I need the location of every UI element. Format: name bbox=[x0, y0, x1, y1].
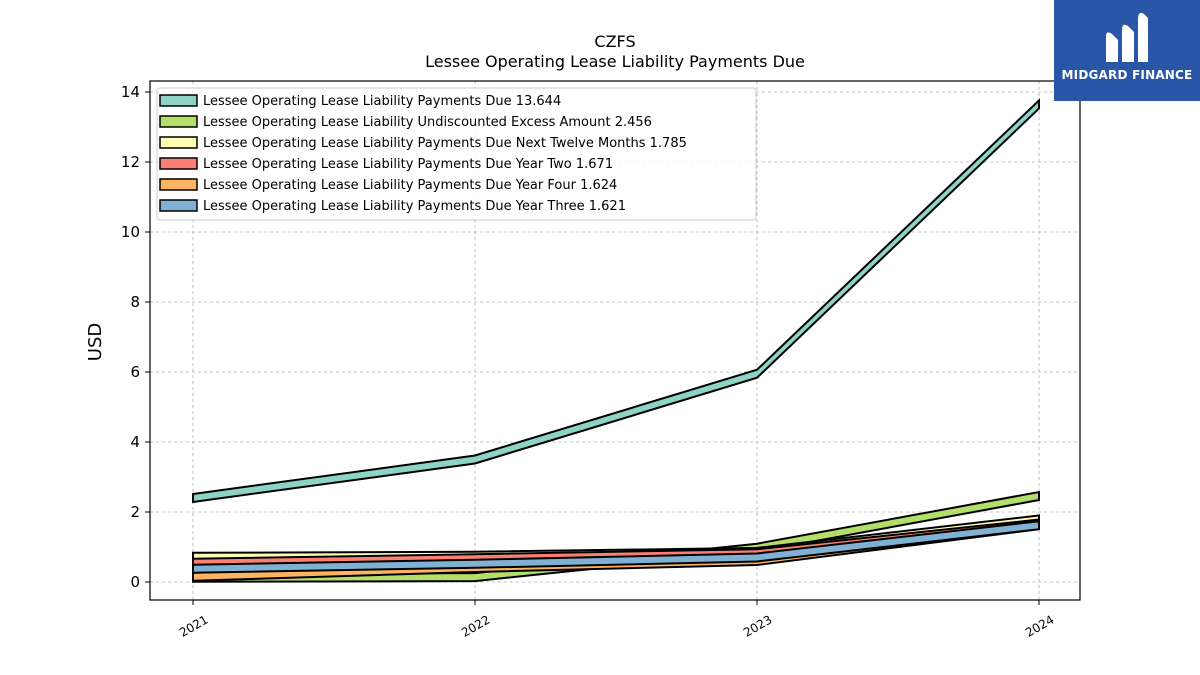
series-group bbox=[192, 98, 1040, 583]
y-tick-label-2: 4 bbox=[130, 433, 140, 451]
legend-label-2: Lessee Operating Lease Liability Payment… bbox=[203, 136, 687, 151]
legend-label-3: Lessee Operating Lease Liability Payment… bbox=[203, 157, 613, 172]
chart-subtitle: Lessee Operating Lease Liability Payment… bbox=[425, 52, 805, 71]
x-tick-label-1: 2022 bbox=[459, 612, 492, 639]
chart-title: CZFS bbox=[594, 32, 635, 51]
y-tick-label-6: 12 bbox=[121, 153, 140, 171]
legend-swatch-4 bbox=[159, 178, 198, 191]
legend-swatch-0 bbox=[159, 94, 198, 107]
legend-swatch-2 bbox=[159, 136, 198, 149]
legend-label-4: Lessee Operating Lease Liability Payment… bbox=[203, 178, 617, 193]
y-axis: 0 2 4 6 8 10 12 14 bbox=[121, 83, 150, 591]
y-tick-label-1: 2 bbox=[130, 503, 140, 521]
legend-label-0: Lessee Operating Lease Liability Payment… bbox=[203, 94, 561, 109]
y-tick-label-4: 8 bbox=[130, 293, 140, 311]
legend-label-5: Lessee Operating Lease Liability Payment… bbox=[203, 199, 626, 214]
y-tick-label-5: 10 bbox=[121, 223, 140, 241]
x-axis: 2021 2022 2023 2024 bbox=[177, 600, 1057, 640]
logo-mark-icon bbox=[1106, 12, 1148, 63]
x-tick-label-3: 2024 bbox=[1023, 612, 1056, 639]
y-tick-label-0: 0 bbox=[130, 573, 140, 591]
series-band-0 bbox=[192, 98, 1040, 504]
y-axis-label: USD bbox=[85, 323, 106, 361]
plot-frame bbox=[149, 80, 1081, 601]
legend-swatch-5 bbox=[159, 199, 198, 212]
legend-label-1: Lessee Operating Lease Liability Undisco… bbox=[203, 115, 652, 130]
legend-swatch-1 bbox=[159, 115, 198, 128]
legend-box bbox=[156, 87, 757, 221]
logo-text: MIDGARD FINANCE bbox=[1061, 68, 1193, 82]
y-tick-label-3: 6 bbox=[130, 363, 140, 381]
x-tick-label-2: 2023 bbox=[741, 612, 774, 639]
logo: MIDGARD FINANCE bbox=[1054, 0, 1200, 101]
legend-swatch-3 bbox=[159, 157, 198, 170]
y-tick-label-7: 14 bbox=[121, 83, 140, 101]
legend: Lessee Operating Lease Liability Payment… bbox=[156, 87, 757, 221]
x-tick-label-0: 2021 bbox=[177, 612, 210, 639]
series-band-5 bbox=[192, 520, 1040, 574]
